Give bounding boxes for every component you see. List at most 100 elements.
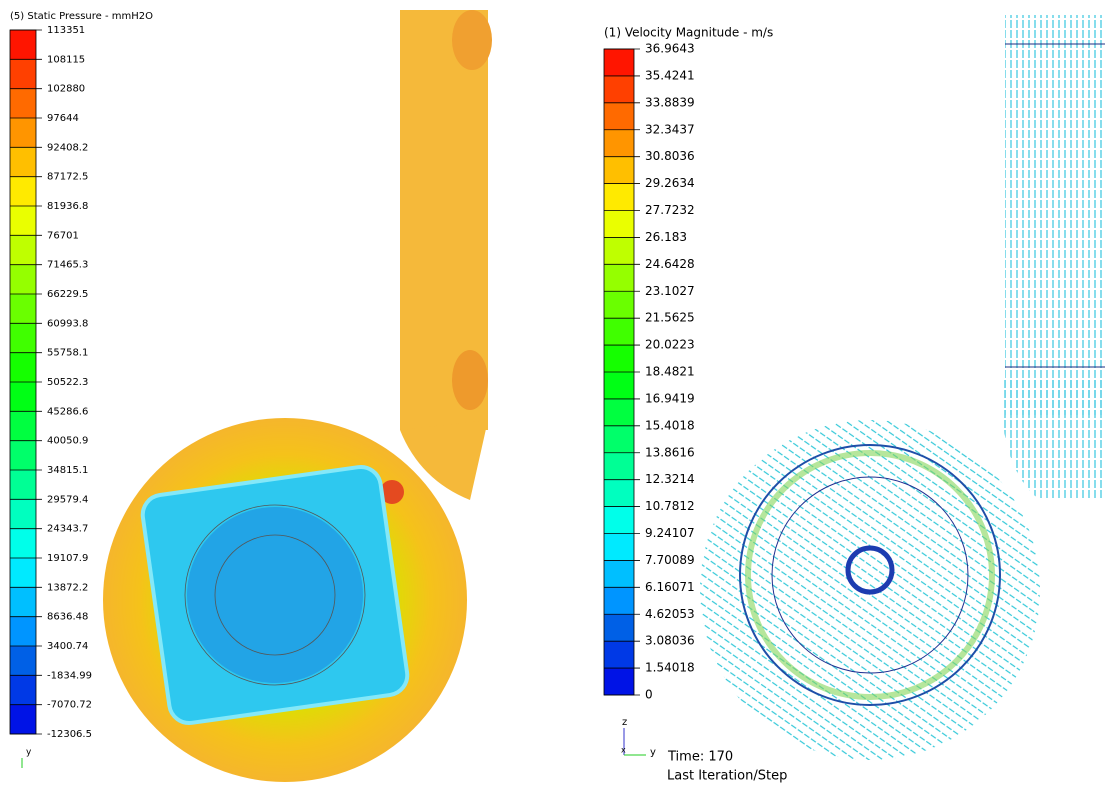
colorbar-label: 12.3214 <box>645 472 695 486</box>
colorbar-label: 3.08036 <box>645 634 695 648</box>
colorbar-label: 33.8839 <box>645 95 695 109</box>
colorbar-label: 34815.1 <box>47 465 88 476</box>
legend-title: (1) Velocity Magnitude - m/s <box>604 26 773 40</box>
axis-triad: z y x <box>621 717 656 758</box>
colorbar-band <box>10 206 36 235</box>
colorbar-band <box>10 147 36 176</box>
colorbar-band <box>604 76 634 103</box>
colorbar-band <box>10 294 36 323</box>
colorbar-band <box>604 426 634 453</box>
colorbar-label: 3400.74 <box>47 641 88 652</box>
colorbar-band <box>604 345 634 372</box>
colorbar-band <box>10 470 36 499</box>
colorbar: 36.964335.424133.883932.343730.803629.26… <box>604 42 695 702</box>
colorbar-label: 13.8616 <box>645 445 695 459</box>
colorbar-band <box>10 558 36 587</box>
colorbar-label: 24.6428 <box>645 257 695 271</box>
colorbar-band <box>10 382 36 411</box>
legend-title: (5) Static Pressure - mmH2O <box>10 11 153 22</box>
colorbar-label: 32.3437 <box>645 122 695 136</box>
colorbar-label: 113351 <box>47 25 85 36</box>
colorbar-band <box>10 30 36 59</box>
colorbar: 113351 108115 102880 97644 92408.2 87172.5 819… <box>10 25 92 740</box>
colorbar-band <box>604 49 634 76</box>
scene: (5) Static Pressure - mmH2O 113351 108115… <box>0 0 1105 787</box>
colorbar-label: 30.8036 <box>645 149 695 163</box>
pressure-contour <box>103 10 492 782</box>
velocity-vectors <box>700 15 1105 760</box>
colorbar-band <box>10 411 36 440</box>
colorbar-band <box>604 560 634 587</box>
page: {"left_panel": {"legend": {"title": "(5)… <box>0 0 1105 787</box>
colorbar-label: 40050.9 <box>47 436 88 447</box>
colorbar-band <box>10 705 36 734</box>
step-label: Last Iteration/Step <box>667 769 787 784</box>
colorbar-band <box>10 265 36 294</box>
colorbar-band <box>10 441 36 470</box>
colorbar-label: 7.70089 <box>645 553 695 567</box>
axis-label: z <box>622 717 627 728</box>
colorbar-label: 26.183 <box>645 230 687 244</box>
colorbar-label: 87172.5 <box>47 172 88 183</box>
colorbar-band <box>604 130 634 157</box>
time-label: Time: 170 <box>667 750 733 765</box>
colorbar-band <box>10 89 36 118</box>
colorbar-label: 45286.6 <box>47 406 88 417</box>
colorbar-band <box>10 646 36 675</box>
colorbar-band <box>10 617 36 646</box>
colorbar-label: 1.54018 <box>645 661 695 675</box>
colorbar-label: -1834.99 <box>47 670 92 681</box>
colorbar-label: 21.5625 <box>645 311 695 325</box>
colorbar-label: 29579.4 <box>47 494 88 505</box>
colorbar-label: 13872.2 <box>47 582 88 593</box>
colorbar-band <box>604 157 634 184</box>
colorbar-label: 66229.5 <box>47 289 88 300</box>
colorbar-label: 6.16071 <box>645 580 695 594</box>
colorbar-band <box>10 675 36 704</box>
colorbar-band <box>10 499 36 528</box>
colorbar-band <box>10 59 36 88</box>
axis-triad: y <box>22 748 32 769</box>
colorbar-band <box>10 587 36 616</box>
colorbar-band <box>604 264 634 291</box>
colorbar-label: 8636.48 <box>47 612 88 623</box>
colorbar-band <box>604 184 634 211</box>
colorbar-label: 71465.3 <box>47 260 88 271</box>
colorbar-label: 60993.8 <box>47 318 88 329</box>
colorbar-band <box>10 529 36 558</box>
colorbar-label: 50522.3 <box>47 377 88 388</box>
colorbar-label: 36.9643 <box>645 42 695 56</box>
colorbar-label: 18.4821 <box>645 365 695 379</box>
colorbar-label: 108115 <box>47 54 85 65</box>
colorbar-band <box>604 668 634 695</box>
colorbar-label: 102880 <box>47 84 85 95</box>
colorbar-band <box>604 453 634 480</box>
colorbar-label: 55758.1 <box>47 348 88 359</box>
colorbar-band <box>10 177 36 206</box>
colorbar-band <box>10 118 36 147</box>
colorbar-label: 9.24107 <box>645 526 695 540</box>
colorbar-band <box>604 399 634 426</box>
colorbar-band <box>604 291 634 318</box>
colorbar-band <box>604 103 634 130</box>
colorbar-band <box>10 323 36 352</box>
colorbar-label: 97644 <box>47 113 79 124</box>
colorbar-label: -7070.72 <box>47 700 92 711</box>
colorbar-band <box>604 318 634 345</box>
colorbar-band <box>604 614 634 641</box>
colorbar-band <box>604 480 634 507</box>
colorbar-label: 81936.8 <box>47 201 88 212</box>
colorbar-label: 4.62053 <box>645 607 695 621</box>
colorbar-label: 92408.2 <box>47 142 88 153</box>
colorbar-label: 23.1027 <box>645 284 695 298</box>
colorbar-label: 35.4241 <box>645 68 695 82</box>
axis-label: y <box>650 747 656 758</box>
colorbar-label: 27.7232 <box>645 203 695 217</box>
colorbar-band <box>604 237 634 264</box>
colorbar-band <box>10 353 36 382</box>
colorbar-band <box>604 587 634 614</box>
colorbar-label: 16.9419 <box>645 391 695 405</box>
colorbar-label: 20.0223 <box>645 338 695 352</box>
colorbar-label: -12306.5 <box>47 729 92 740</box>
colorbar-band <box>604 534 634 561</box>
